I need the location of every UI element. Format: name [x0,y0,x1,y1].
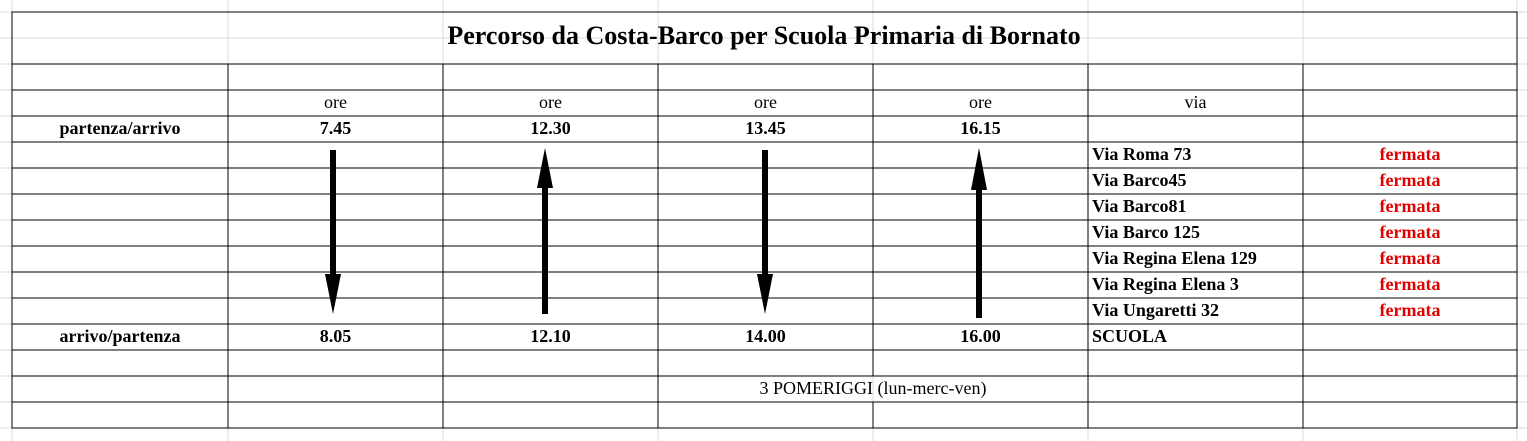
time-header: ore [754,92,777,112]
arrival-place: SCUOLA [1092,326,1167,346]
arrow-head [325,274,341,314]
arrow-head [971,148,987,190]
arrow-head [537,148,553,188]
stop-street: Via Ungaretti 32 [1092,300,1219,320]
arrival-time: 12.10 [530,326,571,346]
departure-time: 16.15 [960,118,1001,138]
arrival-time: 16.00 [960,326,1001,346]
departure-time: 12.30 [530,118,571,138]
stop-street: Via Roma 73 [1092,144,1191,164]
arrows [325,148,987,318]
stop-street: Via Barco 125 [1092,222,1200,242]
arrow-up [976,178,982,318]
stop-status: fermata [1380,300,1441,320]
stop-status: fermata [1380,274,1441,294]
stop-status: fermata [1380,196,1441,216]
note: 3 POMERIGGI (lun-merc-ven) [760,378,987,399]
stop-street: Via Regina Elena 129 [1092,248,1257,268]
via-header: via [1185,92,1207,112]
departure-label: partenza/arrivo [60,118,181,138]
arrow-down [330,150,336,284]
title: Percorso da Costa-Barco per Scuola Prima… [447,21,1080,50]
departure-time: 7.45 [320,118,352,138]
stop-street: Via Barco45 [1092,170,1187,190]
departure-time: 13.45 [745,118,786,138]
time-header: ore [324,92,347,112]
arrival-label: arrivo/partenza [60,326,181,346]
stop-street: Via Barco81 [1092,196,1187,216]
time-header: ore [969,92,992,112]
stop-street: Via Regina Elena 3 [1092,274,1239,294]
arrow-down [762,150,768,284]
arrival-time: 14.00 [745,326,786,346]
stop-status: fermata [1380,144,1441,164]
arrow-head [757,274,773,314]
stop-status: fermata [1380,222,1441,242]
stop-status: fermata [1380,248,1441,268]
arrow-up [542,178,548,314]
arrival-time: 8.05 [320,326,352,346]
stop-status: fermata [1380,170,1441,190]
time-header: ore [539,92,562,112]
